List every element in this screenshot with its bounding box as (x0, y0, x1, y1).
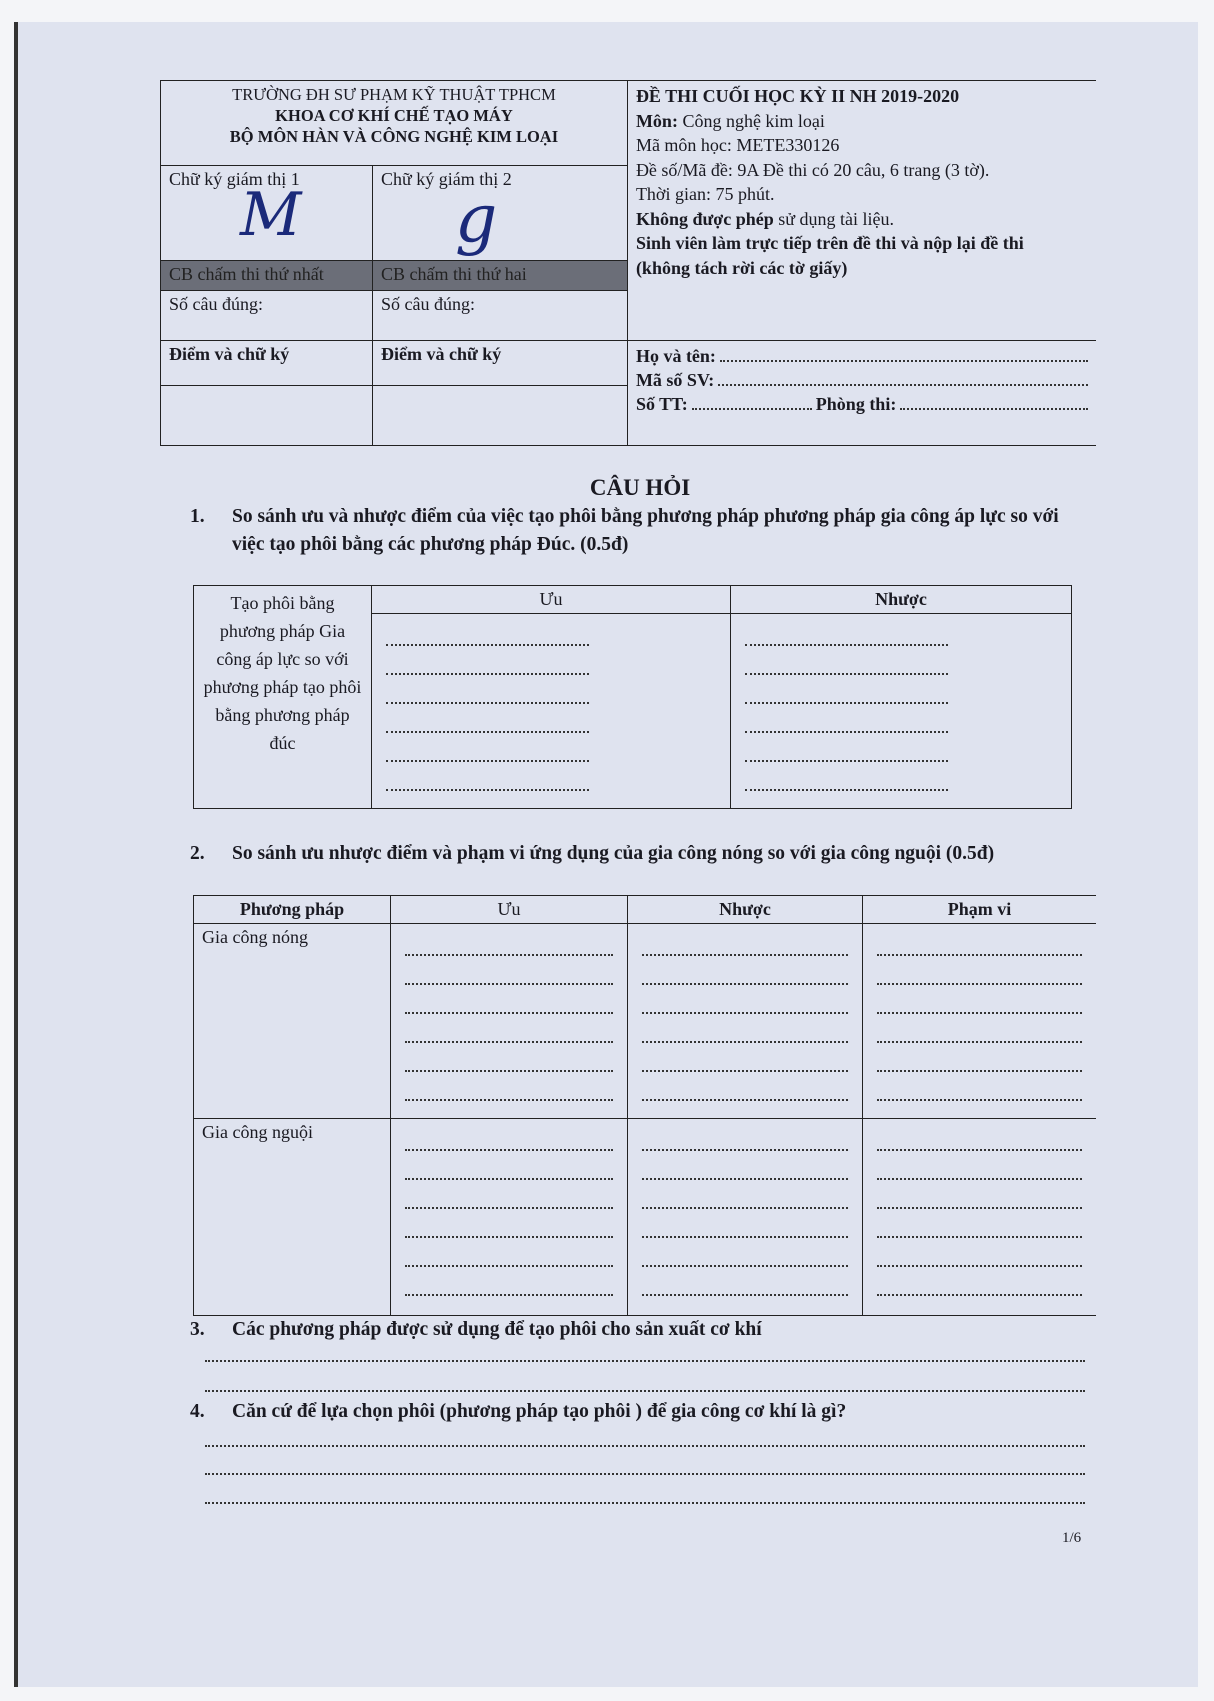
rule-2: Sinh viên làm trực tiếp trên đề thi và n… (635, 233, 1024, 253)
subject: Công nghệ kim loại (682, 110, 825, 131)
school-name: TRƯỜNG ĐH SƯ PHẠM KỸ THUẬT TPHCM (232, 85, 556, 104)
proctor-2-signature: g (455, 180, 498, 257)
question-3-text: Các phương pháp được sử dụng để tạo phôi… (232, 1319, 762, 1340)
question-2: 2. So sánh ưu nhược điểm và phạm vi ứng … (190, 840, 1090, 868)
score-signature-1: Điểm và chữ ký (169, 344, 290, 364)
question-3: 3. Các phương pháp được sử dụng để tạo p… (190, 1316, 1090, 1344)
q2-cold-scope[interactable] (862, 1118, 1096, 1316)
proctor-1-signature-label: Chữ ký giám thị 1 (169, 169, 300, 189)
subject-label: Môn: (635, 110, 678, 131)
department-name: BỘ MÔN HÀN VÀ CÔNG NGHỆ KIM LOẠI (229, 127, 559, 146)
seq-label: Số TT: (635, 394, 688, 414)
q1-col-pro: Ưu (371, 585, 731, 614)
room-label: Phòng thi: (815, 394, 897, 414)
q2-hot-con[interactable] (627, 923, 863, 1119)
proctor-1-signature: M (240, 180, 302, 250)
name-label: Họ và tên: (635, 346, 716, 366)
q2-hot-pro[interactable] (390, 923, 628, 1119)
page-number: 1/6 (1062, 1530, 1082, 1546)
rule-1: sử dụng tài liệu. (778, 208, 894, 229)
q2-col-method: Phương pháp (193, 895, 391, 924)
question-1: 1. So sánh ưu và nhược điểm của việc tạo… (190, 503, 1090, 559)
question-1-text: So sánh ưu và nhược điểm của việc tạo ph… (232, 506, 1059, 555)
q4-answer-line[interactable] (205, 1502, 1085, 1504)
faculty-name: KHOA CƠ KHÍ CHẾ TẠO MÁY (275, 106, 513, 125)
q2-row-cold: Gia công nguội (193, 1118, 391, 1316)
name-field[interactable] (719, 344, 1088, 362)
q3-answer-line[interactable] (205, 1360, 1085, 1362)
q4-answer-line[interactable] (205, 1473, 1085, 1475)
question-4-number: 4. (190, 1401, 205, 1422)
exam-title: ĐỀ THI CUỐI HỌC KỲ II NH 2019-2020 (635, 86, 960, 106)
grader-2-label: CB chấm thi thứ hai (381, 264, 527, 284)
rule-3: (không tách rời các tờ giấy) (635, 257, 848, 278)
exam-time: Thời gian: 75 phút. (635, 184, 775, 204)
question-4-text: Căn cứ để lựa chọn phôi (phương pháp tạo… (232, 1401, 847, 1422)
section-title: CÂU HỎI (589, 475, 691, 500)
correct-count-1: Số câu đúng: (169, 294, 263, 314)
student-id-field[interactable] (718, 368, 1088, 386)
question-2-text: So sánh ưu nhược điểm và phạm vi ứng dụn… (232, 843, 995, 864)
q3-answer-line[interactable] (205, 1390, 1085, 1392)
rule-1-bold: Không được phép (635, 208, 774, 229)
q2-hot-scope[interactable] (862, 923, 1096, 1119)
q2-row-hot: Gia công nóng (193, 923, 391, 1119)
room-field[interactable] (900, 392, 1088, 410)
q1-col-con: Nhược (730, 585, 1072, 614)
exam-version: Đề số/Mã đề: 9A Đề thi có 20 câu, 6 tran… (635, 159, 990, 180)
question-4: 4. Căn cứ để lựa chọn phôi (phương pháp … (190, 1398, 1090, 1426)
q1-row-label: Tạo phôi bằng phương pháp Gia công áp lự… (203, 592, 362, 753)
q2-col-pro: Ưu (390, 895, 628, 924)
score-signature-2: Điểm và chữ ký (381, 344, 502, 364)
q2-col-con: Nhược (627, 895, 863, 924)
grader-1-label: CB chấm thi thứ nhất (169, 264, 324, 284)
correct-count-2: Số câu đúng: (381, 294, 475, 314)
q2-cold-pro[interactable] (390, 1118, 628, 1316)
q2-cold-con[interactable] (627, 1118, 863, 1316)
q1-pro-answer[interactable] (371, 613, 731, 809)
question-3-number: 3. (190, 1319, 205, 1340)
q4-answer-line[interactable] (205, 1445, 1085, 1447)
course-code: Mã môn học: METE330126 (635, 135, 840, 155)
question-2-table: Phương pháp Ưu Nhược Phạm vi Gia công nó… (193, 895, 1096, 1316)
seq-field[interactable] (691, 392, 812, 410)
student-id-label: Mã số SV: (635, 370, 715, 390)
q2-col-scope: Phạm vi (862, 895, 1096, 924)
proctor-2-signature-label: Chữ ký giám thị 2 (381, 169, 512, 189)
q1-con-answer[interactable] (730, 613, 1072, 809)
question-2-number: 2. (190, 843, 205, 864)
question-1-table: Ưu Nhược Tạo phôi bằng phương pháp Gia c… (193, 585, 1072, 809)
header-table: TRƯỜNG ĐH SƯ PHẠM KỸ THUẬT TPHCM KHOA CƠ… (160, 80, 1096, 446)
question-1-number: 1. (190, 506, 205, 527)
